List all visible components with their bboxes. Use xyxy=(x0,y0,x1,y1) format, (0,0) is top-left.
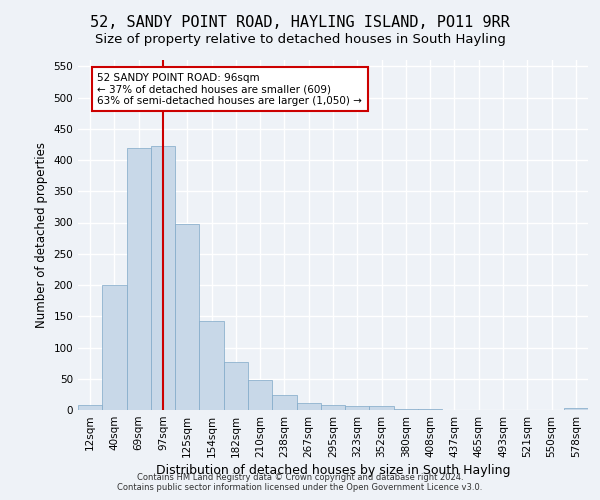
Bar xyxy=(345,406,370,410)
Bar xyxy=(370,406,394,410)
Bar xyxy=(175,224,199,410)
Bar xyxy=(394,409,418,410)
Bar xyxy=(151,146,175,410)
Text: Contains HM Land Registry data © Crown copyright and database right 2024.: Contains HM Land Registry data © Crown c… xyxy=(137,474,463,482)
Bar xyxy=(248,380,272,410)
Text: 52, SANDY POINT ROAD, HAYLING ISLAND, PO11 9RR: 52, SANDY POINT ROAD, HAYLING ISLAND, PO… xyxy=(90,15,510,30)
X-axis label: Distribution of detached houses by size in South Hayling: Distribution of detached houses by size … xyxy=(156,464,510,477)
Bar xyxy=(127,148,151,410)
Y-axis label: Number of detached properties: Number of detached properties xyxy=(35,142,48,328)
Text: Size of property relative to detached houses in South Hayling: Size of property relative to detached ho… xyxy=(95,32,505,46)
Bar xyxy=(199,322,224,410)
Bar xyxy=(102,285,127,410)
Bar xyxy=(564,408,588,410)
Bar xyxy=(224,362,248,410)
Bar xyxy=(321,405,345,410)
Bar xyxy=(78,405,102,410)
Text: 52 SANDY POINT ROAD: 96sqm
← 37% of detached houses are smaller (609)
63% of sem: 52 SANDY POINT ROAD: 96sqm ← 37% of deta… xyxy=(97,72,362,106)
Bar xyxy=(296,402,321,410)
Text: Contains public sector information licensed under the Open Government Licence v3: Contains public sector information licen… xyxy=(118,484,482,492)
Bar xyxy=(272,395,296,410)
